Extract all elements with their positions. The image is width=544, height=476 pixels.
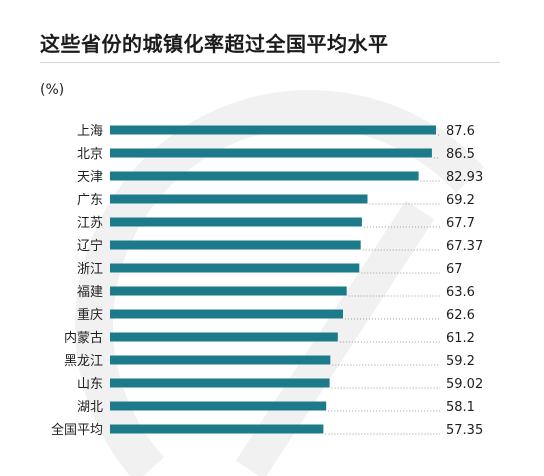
category-label: 广东 (77, 193, 103, 208)
value-label: 63.6 (446, 285, 475, 300)
bar-row: 重庆 62.6 (77, 307, 475, 323)
bar (110, 286, 347, 296)
value-label: 59.2 (446, 354, 475, 369)
value-label: 62.6 (446, 308, 475, 323)
bar-row: 浙江 67 (77, 262, 463, 277)
bar (110, 332, 338, 342)
category-label: 全国平均 (51, 422, 103, 438)
category-label: 辽宁 (77, 238, 103, 254)
value-label: 82.93 (446, 170, 483, 185)
category-label: 天津 (77, 170, 103, 185)
bar (110, 148, 432, 158)
bar (110, 240, 361, 250)
value-label: 69.2 (446, 193, 475, 208)
category-label: 山东 (77, 377, 103, 392)
value-label: 57.35 (446, 423, 483, 438)
category-label: 福建 (77, 285, 103, 300)
category-label: 浙江 (77, 262, 103, 277)
chart-title: 这些省份的城镇化率超过全国平均水平 (40, 32, 389, 56)
title-divider (40, 62, 500, 63)
value-label: 86.5 (446, 147, 475, 162)
bar-row: 山东 59.02 (77, 377, 483, 392)
bar (110, 171, 419, 181)
bar-row: 天津 82.93 (77, 170, 483, 185)
category-label: 内蒙古 (64, 330, 103, 346)
value-label: 61.2 (446, 331, 475, 346)
bar-row: 江苏 67.7 (77, 215, 475, 231)
category-label: 湖北 (77, 400, 103, 415)
category-label: 黑龙江 (64, 354, 103, 369)
value-label: 67.7 (446, 216, 475, 231)
value-label: 58.1 (446, 400, 475, 415)
bar-row: 福建 63.6 (77, 285, 475, 300)
watermark-ring (75, 90, 485, 476)
value-label: 67.37 (446, 239, 483, 254)
bar (110, 401, 327, 411)
bar-row: 辽宁 67.37 (77, 238, 483, 254)
value-label: 67 (446, 262, 463, 277)
unit-label: (%) (40, 82, 65, 98)
bar-row: 湖北 58.1 (77, 400, 475, 415)
bar-row: 上海 87.6 (77, 124, 475, 139)
value-label: 87.6 (446, 124, 475, 139)
bar (110, 217, 362, 227)
bar-row: 广东 69.2 (77, 193, 475, 208)
bar (110, 125, 436, 135)
bar-row: 黑龙江 59.2 (64, 354, 475, 369)
category-label: 重庆 (77, 307, 103, 323)
bar (110, 263, 360, 273)
bar-row: 全国平均 57.35 (51, 422, 483, 438)
bar (110, 378, 330, 388)
bar (110, 424, 324, 434)
category-label: 江苏 (77, 215, 103, 231)
category-label: 北京 (77, 147, 103, 162)
bar (110, 355, 331, 365)
bar-row: 北京 86.5 (77, 147, 475, 162)
category-label: 上海 (77, 124, 103, 139)
bar (110, 194, 368, 204)
value-label: 59.02 (446, 377, 483, 392)
bar-row: 内蒙古 61.2 (64, 330, 475, 346)
bar (110, 309, 343, 319)
bar-rows: 上海 87.6 北京 86.5 天津 82.93 广东 69.2 江苏 67.7 辽宁 67.37 浙江… (51, 124, 483, 438)
